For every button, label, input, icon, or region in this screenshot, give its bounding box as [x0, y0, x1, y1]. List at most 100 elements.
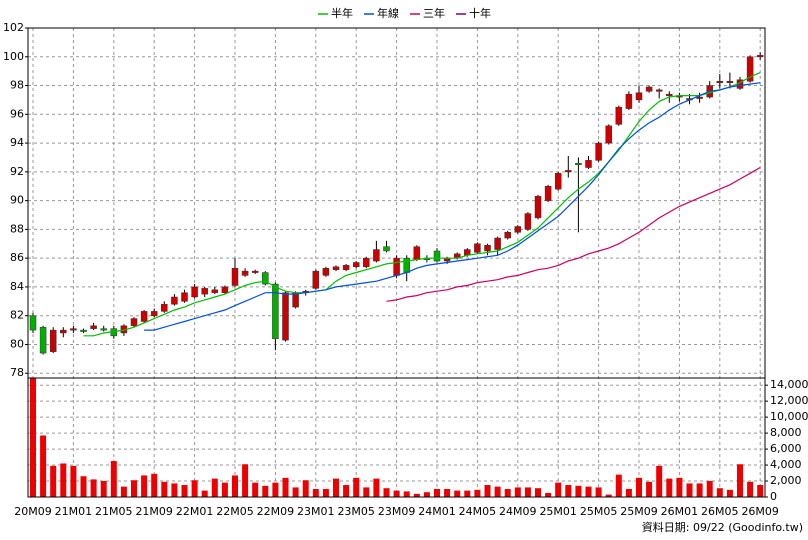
candle-body [433, 250, 441, 262]
volume-bar [636, 477, 642, 497]
candle-body [342, 265, 350, 270]
x-tick-label: 24M05 [459, 505, 497, 518]
x-tick-label: 26M01 [661, 505, 699, 518]
candle-body [383, 246, 390, 252]
volume-bar [706, 481, 713, 497]
volume-bar [423, 492, 430, 497]
candle-body [595, 142, 602, 161]
ma-line [144, 82, 761, 331]
volume-bar [252, 482, 259, 497]
candle-body [171, 296, 178, 305]
volume-bar [666, 478, 673, 497]
candle-body [393, 257, 400, 276]
volume-bar [454, 490, 461, 497]
candle-body [322, 267, 330, 276]
candle-body [565, 170, 572, 173]
candle-body [554, 173, 562, 190]
y-tick-label: 82 [10, 309, 24, 322]
candle-body [251, 270, 259, 273]
y-tick-label: 100 [3, 50, 24, 63]
candle-body [241, 270, 249, 276]
volume-bar [30, 378, 36, 497]
y-tick-label: 0 [770, 490, 777, 503]
candle-body [625, 93, 633, 109]
volume-bar [444, 489, 451, 497]
candle-body [666, 93, 673, 96]
volume-bar [161, 481, 168, 497]
candle-body [140, 311, 148, 322]
y-tick-label: 94 [10, 136, 24, 149]
volume-bar [605, 494, 612, 497]
volume-bar [494, 486, 501, 497]
volume-bar [464, 490, 471, 497]
x-tick-label: 22M05 [216, 505, 254, 518]
y-tick-label: 12,000 [770, 394, 808, 407]
volume-bar [585, 486, 592, 497]
volume-bar [302, 480, 309, 497]
volume-bar [120, 486, 127, 497]
volume-bar [474, 489, 481, 497]
ma-line [386, 166, 761, 302]
volume-bar [60, 463, 67, 497]
candle-body [484, 244, 491, 252]
candle-body [575, 162, 582, 165]
y-tick-label: 96 [10, 107, 24, 120]
volume-bar [211, 478, 218, 497]
volume-bar [625, 489, 632, 497]
volume-bar [110, 461, 117, 497]
volume-bar [181, 485, 188, 497]
candle-body [746, 56, 754, 82]
volume-bar [171, 483, 178, 497]
candle-body [70, 328, 77, 331]
volume-bar [282, 477, 289, 497]
legend-label: 三年 [423, 6, 445, 20]
volume-bar [80, 476, 87, 497]
candle-body [514, 226, 522, 233]
volume-bar [131, 480, 137, 497]
volume-bar [151, 473, 158, 497]
x-tick-label: 23M01 [297, 505, 335, 518]
candle-body [150, 311, 158, 316]
candle-body [100, 328, 107, 331]
volume-bar [363, 487, 370, 497]
volume-bar [726, 489, 733, 497]
volume-bar [545, 493, 552, 497]
volume-bar [595, 487, 602, 497]
candle-body [29, 315, 37, 331]
volume-bar [100, 481, 107, 497]
candle-body [332, 266, 340, 270]
volume-bar [413, 493, 420, 497]
volume-bar [565, 485, 572, 497]
volume-bar [747, 481, 754, 497]
volume-bar [373, 478, 380, 497]
candle-body [645, 86, 653, 92]
volume-bar [343, 485, 350, 497]
volume-bar [737, 464, 743, 497]
volume-bar [686, 483, 693, 497]
y-tick-label: 4,000 [770, 458, 802, 471]
volume-bar [322, 489, 329, 497]
volume-bar [555, 482, 562, 497]
candle-body [756, 55, 764, 58]
x-tick-label: 25M01 [539, 505, 577, 518]
legend-label: 十年 [469, 6, 491, 20]
candle-body [292, 292, 299, 308]
legend-label: 年線 [377, 6, 399, 20]
x-tick-label: 25M09 [620, 505, 658, 518]
volume-bar [272, 482, 279, 497]
x-tick-label: 21M05 [95, 505, 133, 518]
x-tick-label: 26M05 [701, 505, 739, 518]
y-tick-label: 88 [10, 222, 24, 235]
footer: 資料日期: 09/22 (Goodinfo.tw) [642, 520, 803, 534]
candle-body [272, 283, 279, 339]
volume-bar [50, 465, 57, 497]
volume-bar [292, 487, 299, 497]
candle-body [181, 292, 188, 302]
candle-body [585, 160, 592, 168]
candle-body [544, 185, 552, 201]
volume-bar [615, 474, 622, 497]
candle-body [312, 270, 320, 289]
candle-body [716, 80, 724, 83]
volume-bar [696, 483, 703, 497]
